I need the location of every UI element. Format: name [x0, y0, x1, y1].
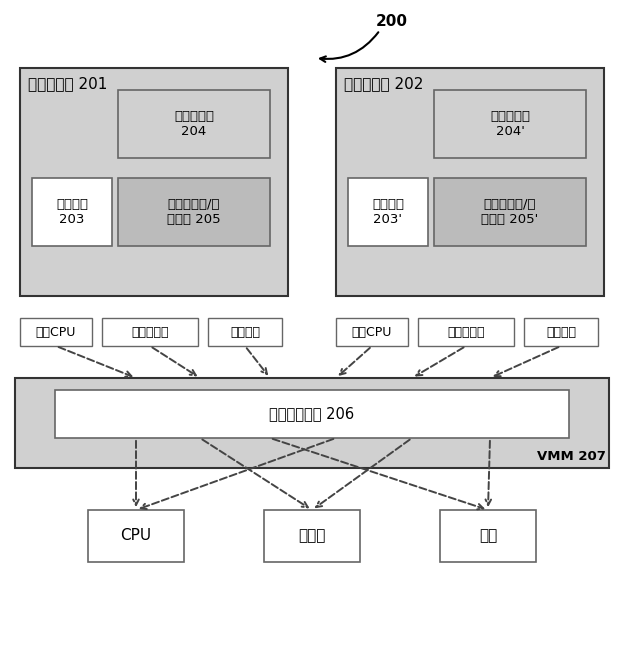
Bar	[20, 318, 92, 346]
Bar	[418, 318, 514, 346]
Bar	[118, 90, 270, 158]
Bar	[264, 510, 360, 562]
Text: VMM 207: VMM 207	[537, 450, 605, 462]
Bar	[118, 178, 270, 246]
Text: 驱动程序
203': 驱动程序 203'	[372, 198, 404, 226]
Text: 存储器: 存储器	[298, 528, 326, 544]
Text: 切换管理器
204: 切换管理器 204	[174, 110, 214, 138]
Text: 虚拟CPU: 虚拟CPU	[352, 325, 392, 339]
Bar	[336, 68, 604, 296]
Text: 上下文保存/恢
复进程 205: 上下文保存/恢 复进程 205	[167, 198, 221, 226]
Text: 切换管理器
204': 切换管理器 204'	[490, 110, 530, 138]
Bar	[208, 318, 282, 346]
Text: 虚拟存储器: 虚拟存储器	[447, 325, 485, 339]
Text: 虚拟存储器: 虚拟存储器	[131, 325, 168, 339]
Text: 驱动程序
203: 驱动程序 203	[56, 198, 88, 226]
Text: 虚拟设备: 虚拟设备	[230, 325, 260, 339]
Text: 上下文保存/恢
复进程 205': 上下文保存/恢 复进程 205'	[481, 198, 539, 226]
Text: 第二虚拟机 202: 第二虚拟机 202	[344, 77, 423, 91]
Text: 虚拟设备: 虚拟设备	[546, 325, 576, 339]
Text: 虚拟机切换器 206: 虚拟机切换器 206	[270, 407, 354, 421]
Text: 第一虚拟机 201: 第一虚拟机 201	[28, 77, 107, 91]
Bar	[336, 318, 408, 346]
Bar	[88, 510, 184, 562]
Bar	[348, 178, 428, 246]
Bar	[55, 390, 569, 438]
Text: 设备: 设备	[479, 528, 497, 544]
Bar	[434, 178, 586, 246]
Bar	[15, 378, 609, 468]
Bar	[440, 510, 536, 562]
Bar	[434, 90, 586, 158]
Text: 200: 200	[376, 15, 408, 30]
Bar	[102, 318, 198, 346]
Text: 虚拟CPU: 虚拟CPU	[36, 325, 76, 339]
Text: CPU: CPU	[120, 528, 152, 544]
Bar	[32, 178, 112, 246]
Bar	[20, 68, 288, 296]
Bar	[524, 318, 598, 346]
